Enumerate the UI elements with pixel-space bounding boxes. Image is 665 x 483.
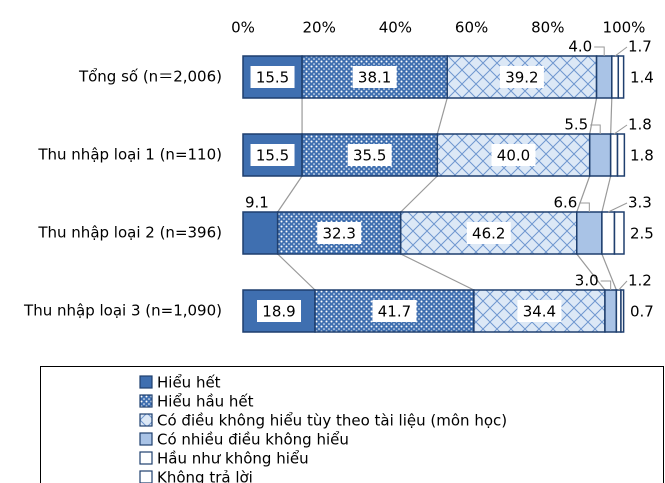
data-label: 1.8: [628, 116, 652, 134]
data-label: 40.0: [497, 147, 530, 165]
bar-segment: [242, 211, 279, 255]
label-box: [466, 222, 511, 244]
label-leader: [579, 202, 590, 212]
x-tick-label: 60%: [455, 19, 488, 37]
legend-swatch: [139, 451, 153, 465]
connector: [576, 253, 606, 291]
connector: [277, 253, 316, 291]
data-label: 1.8: [630, 147, 654, 165]
legend-swatch: [139, 394, 153, 408]
label-box: [250, 144, 295, 166]
data-label: 32.3: [322, 225, 355, 243]
connector: [400, 253, 475, 291]
data-label: 0.7: [630, 303, 654, 321]
label-box: [499, 66, 544, 88]
data-label: 38.1: [358, 69, 391, 87]
data-label: 6.6: [553, 194, 577, 212]
x-tick-label: 0%: [231, 19, 255, 37]
label-leader: [607, 202, 628, 213]
data-label: 9.1: [245, 194, 269, 212]
x-tick-label: 100%: [603, 19, 646, 37]
data-label: 46.2: [472, 225, 505, 243]
legend-label: Không trả lời: [157, 469, 253, 483]
connector: [589, 97, 598, 135]
bar-segment: [576, 211, 603, 255]
legend-swatch: [139, 470, 153, 483]
label-box: [257, 300, 302, 322]
connector: [400, 175, 438, 213]
label-leader: [618, 280, 628, 291]
label-box: [372, 300, 417, 322]
bar-segment: [588, 133, 612, 177]
data-label: 3.0: [575, 272, 599, 290]
label-box: [517, 300, 562, 322]
label-leader: [600, 280, 612, 290]
legend-label: Hiểu hầu hết: [157, 393, 254, 411]
label-box: [317, 222, 362, 244]
legend-swatch: [139, 432, 153, 446]
connector: [436, 97, 448, 135]
legend-label: Có nhiều điều không hiểu: [157, 431, 349, 449]
connector: [601, 253, 617, 291]
label-leader: [590, 124, 601, 134]
label-box: [491, 144, 536, 166]
y-tick-label: Thu nhập loại 3 (n=1,090): [23, 302, 222, 320]
bar-segment: [601, 211, 616, 255]
bar-segment: [620, 289, 625, 333]
legend-label: Hiểu hết: [157, 374, 221, 392]
data-label: 4.0: [568, 38, 592, 56]
x-tick-label: 80%: [531, 19, 564, 37]
label-leader: [594, 46, 605, 56]
data-label: 41.7: [378, 303, 411, 321]
legend-swatch: [139, 375, 153, 389]
data-label: 15.5: [256, 69, 289, 87]
x-tick-label: 20%: [303, 19, 336, 37]
data-label: 1.2: [628, 272, 652, 290]
bar-segment: [604, 289, 618, 333]
data-label: 1.4: [630, 69, 654, 87]
connector: [277, 175, 303, 213]
data-label: 3.3: [628, 194, 652, 212]
data-label: 35.5: [353, 147, 386, 165]
bar-segment: [609, 133, 619, 177]
legend-box: [40, 366, 664, 483]
bar-segment: [613, 211, 625, 255]
legend-label: Có điều không hiểu tùy theo tài liệu (mô…: [157, 412, 507, 430]
x-tick-label: 40%: [379, 19, 412, 37]
data-label: 18.9: [262, 303, 295, 321]
connector: [576, 175, 591, 213]
y-tick-label: Thu nhập loại 2 (n=396): [37, 224, 222, 242]
bar-segment: [611, 55, 620, 99]
bar-segment: [617, 55, 625, 99]
data-label: 5.5: [564, 116, 588, 134]
data-label: 39.2: [505, 69, 538, 87]
label-box: [352, 66, 397, 88]
data-label: 2.5: [630, 225, 654, 243]
data-label: 34.4: [523, 303, 556, 321]
label-leader: [613, 124, 628, 135]
label-box: [250, 66, 295, 88]
connector: [601, 175, 612, 213]
y-tick-label: Thu nhập loại 1 (n=110): [37, 146, 222, 164]
bar-segment: [616, 133, 626, 177]
data-label: 15.5: [256, 147, 289, 165]
legend-swatch: [139, 413, 153, 427]
legend-label: Hầu như không hiểu: [157, 450, 309, 468]
data-label: 1.7: [628, 38, 652, 56]
bar-segment: [595, 55, 613, 99]
connector: [610, 97, 613, 135]
y-tick-label: Tổng số (n＝2,006): [78, 68, 222, 86]
label-box: [347, 144, 392, 166]
label-leader: [614, 46, 628, 57]
